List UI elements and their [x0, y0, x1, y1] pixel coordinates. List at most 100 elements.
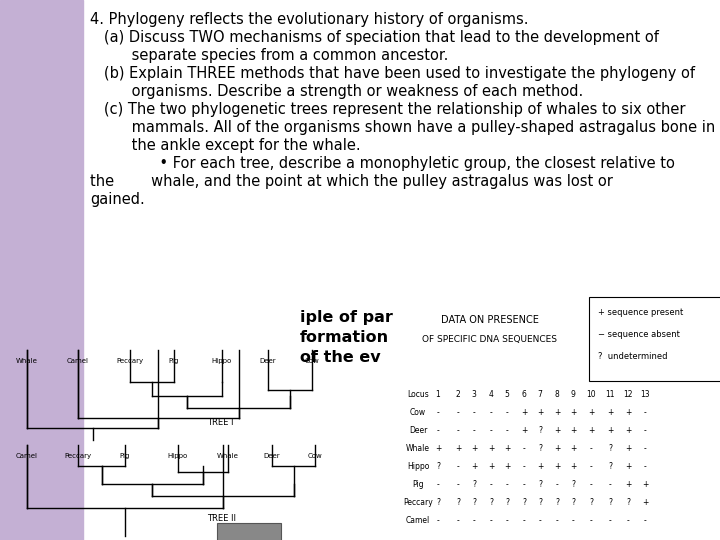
Text: the        whale, and the point at which the pulley astragalus was lost or: the whale, and the point at which the pu… [90, 174, 613, 189]
Text: ?: ? [489, 498, 493, 507]
Text: 11: 11 [606, 390, 615, 399]
Text: -: - [523, 462, 526, 471]
Text: -: - [644, 462, 647, 471]
Text: (c) The two phylogenetic trees represent the relationship of whales to six other: (c) The two phylogenetic trees represent… [90, 102, 685, 117]
Text: +: + [435, 444, 441, 453]
Text: Peccary: Peccary [403, 498, 433, 507]
FancyBboxPatch shape [217, 523, 281, 540]
Text: -: - [456, 408, 459, 417]
Text: organisms. Describe a strength or weakness of each method.: organisms. Describe a strength or weakne… [90, 84, 583, 99]
Text: (b) Explain THREE methods that have been used to investigate the phylogeny of: (b) Explain THREE methods that have been… [90, 66, 695, 81]
Text: +: + [570, 462, 576, 471]
Text: -: - [490, 516, 492, 525]
Text: Deer: Deer [260, 358, 276, 364]
Text: Deer: Deer [264, 453, 280, 459]
Text: +: + [607, 426, 613, 435]
Text: -: - [644, 408, 647, 417]
Text: -: - [590, 444, 593, 453]
Text: Camel: Camel [406, 516, 430, 525]
Bar [0, 0, 83, 540]
Text: +: + [554, 408, 560, 417]
Text: -: - [436, 480, 439, 489]
Text: -: - [572, 516, 575, 525]
Text: Hippo: Hippo [212, 358, 232, 364]
Text: ?: ? [571, 498, 575, 507]
Text: +: + [488, 444, 494, 453]
Text: +: + [521, 408, 527, 417]
Text: +: + [625, 426, 631, 435]
Text: 7: 7 [538, 390, 542, 399]
Text: +: + [537, 408, 543, 417]
Text: TREE I: TREE I [207, 418, 233, 427]
Text: -: - [505, 426, 508, 435]
Text: Locus: Locus [407, 390, 429, 399]
Text: -: - [505, 408, 508, 417]
Text: -: - [539, 516, 541, 525]
Text: OF SPECIFIC DNA SEQUENCES: OF SPECIFIC DNA SEQUENCES [423, 335, 557, 344]
Text: 13: 13 [640, 390, 650, 399]
Text: formation: formation [300, 330, 389, 345]
Text: +: + [504, 444, 510, 453]
Text: -: - [456, 462, 459, 471]
Text: +: + [554, 426, 560, 435]
Text: +: + [570, 444, 576, 453]
Text: ?: ? [472, 498, 476, 507]
Text: Whale: Whale [406, 444, 430, 453]
Text: Camel: Camel [67, 358, 89, 364]
Text: 8: 8 [554, 390, 559, 399]
Text: gained.: gained. [90, 192, 145, 207]
Text: -: - [608, 480, 611, 489]
Text: 6: 6 [521, 390, 526, 399]
Text: +: + [625, 444, 631, 453]
Text: +: + [570, 408, 576, 417]
Text: (a) Discuss TWO mechanisms of speciation that lead to the development of: (a) Discuss TWO mechanisms of speciation… [90, 30, 659, 45]
Text: +: + [537, 462, 543, 471]
Text: -: - [626, 516, 629, 525]
Text: Peccary: Peccary [64, 453, 91, 459]
Text: of the ev: of the ev [300, 350, 381, 365]
Text: -: - [523, 480, 526, 489]
Text: Deer: Deer [409, 426, 427, 435]
Text: ?: ? [522, 498, 526, 507]
Text: +: + [588, 426, 594, 435]
Text: Hippo: Hippo [168, 453, 188, 459]
Text: the ankle except for the whale.: the ankle except for the whale. [90, 138, 361, 153]
Text: Pig: Pig [168, 358, 179, 364]
Text: Cow: Cow [410, 408, 426, 417]
Text: Cow: Cow [305, 358, 320, 364]
Text: -: - [472, 516, 475, 525]
Text: 10: 10 [586, 390, 596, 399]
Text: ?: ? [589, 498, 593, 507]
Text: -: - [456, 426, 459, 435]
Text: ?  undetermined: ? undetermined [598, 352, 667, 361]
Text: +: + [625, 462, 631, 471]
Text: -: - [608, 516, 611, 525]
Text: 12: 12 [624, 390, 633, 399]
Text: ?: ? [608, 498, 612, 507]
Text: Cow: Cow [307, 453, 323, 459]
Text: -: - [644, 516, 647, 525]
Text: ?: ? [538, 498, 542, 507]
Text: +: + [554, 444, 560, 453]
Text: +: + [570, 426, 576, 435]
Text: 4. Phylogeny reflects the evolutionary history of organisms.: 4. Phylogeny reflects the evolutionary h… [90, 12, 528, 27]
Text: ?: ? [538, 444, 542, 453]
Text: +: + [554, 462, 560, 471]
Text: -: - [436, 516, 439, 525]
Text: +: + [588, 408, 594, 417]
Text: ?: ? [626, 498, 630, 507]
Text: 4: 4 [489, 390, 493, 399]
Text: -: - [644, 426, 647, 435]
Text: -: - [590, 480, 593, 489]
Text: 2: 2 [456, 390, 460, 399]
Text: -: - [590, 462, 593, 471]
Text: ?: ? [571, 480, 575, 489]
Text: -: - [472, 408, 475, 417]
Text: ?: ? [538, 426, 542, 435]
Text: -: - [436, 408, 439, 417]
Bar [415, 295, 720, 540]
Text: -: - [556, 480, 559, 489]
Text: -: - [556, 516, 559, 525]
Text: -: - [472, 426, 475, 435]
Text: +: + [455, 444, 462, 453]
